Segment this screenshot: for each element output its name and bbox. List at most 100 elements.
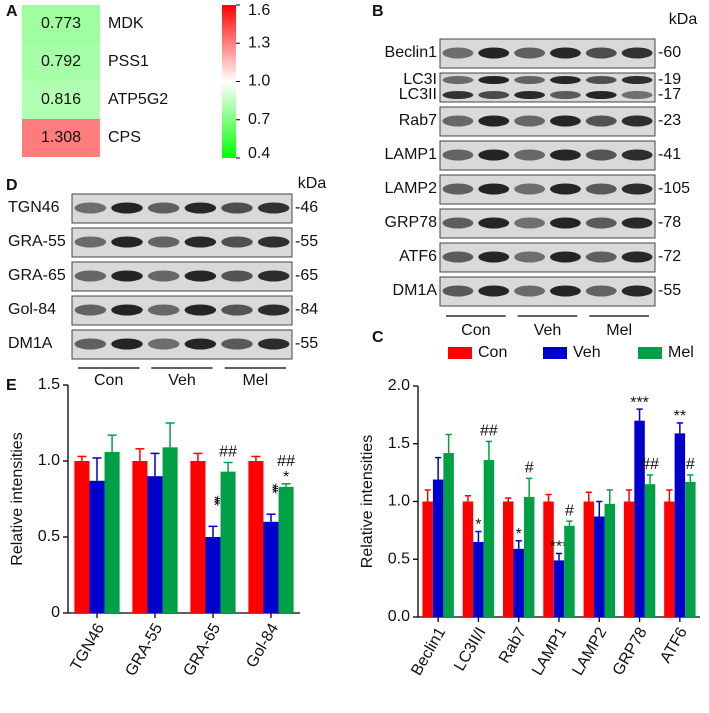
- blot-band: [184, 338, 217, 350]
- blot-band: [514, 47, 545, 59]
- blot-strip: [439, 208, 656, 239]
- bar: [543, 501, 554, 617]
- bar: [443, 452, 454, 617]
- bar: [604, 503, 615, 617]
- significance-stars: *: [283, 469, 289, 486]
- blot-strip: [439, 242, 656, 273]
- blot-band: [550, 76, 581, 84]
- bar: [523, 496, 535, 617]
- blot-band: [514, 91, 545, 99]
- blot-label: LAMP2: [385, 180, 438, 197]
- bar: [89, 480, 105, 613]
- cell-value: 0.773: [41, 15, 81, 32]
- bar: [162, 447, 178, 613]
- blot-band: [550, 149, 581, 161]
- blot-band: [111, 304, 143, 316]
- blot-band: [514, 149, 545, 161]
- blot-band: [514, 285, 545, 297]
- row-label: CPS: [108, 129, 141, 146]
- blot-band: [621, 91, 653, 99]
- blot-band: [478, 217, 510, 229]
- blot-band: [585, 91, 617, 99]
- bar: [553, 560, 565, 617]
- y-tick-label: 1.0: [388, 493, 410, 510]
- blot-band: [147, 338, 180, 350]
- blot-band: [221, 270, 253, 282]
- blot-band: [514, 251, 545, 263]
- kda-label: -23: [658, 112, 681, 129]
- blot-band: [585, 149, 617, 161]
- blot-label: DM1A: [8, 335, 53, 352]
- legend-swatch: [638, 347, 662, 359]
- blot-band: [74, 202, 107, 214]
- x-tick-label: LC3II/I: [451, 625, 489, 674]
- blot-band: [442, 76, 474, 84]
- colorbar-label: 1.6: [248, 2, 270, 19]
- y-tick-label: 0.5: [388, 550, 410, 567]
- blot-band: [514, 76, 545, 84]
- y-tick-label: 1.5: [388, 435, 410, 452]
- bar: [132, 461, 148, 613]
- blot-band: [221, 338, 253, 350]
- x-tick-label: LAMP1: [529, 625, 570, 679]
- blot-band: [585, 285, 617, 297]
- blot-label: Rab7: [399, 112, 437, 129]
- y-tick-label: 1.5: [38, 376, 60, 393]
- blot-label: Beclin1: [385, 44, 438, 61]
- bar: [220, 471, 236, 613]
- significance-stars: ***: [263, 483, 280, 493]
- blot-band: [442, 91, 474, 99]
- bar: [74, 461, 90, 613]
- heatmap-cell: [22, 81, 100, 119]
- heatmap-cell: [22, 43, 100, 81]
- kda-label: -65: [295, 267, 318, 284]
- significance-hashes: ##: [641, 456, 659, 473]
- blot-band: [478, 251, 510, 263]
- blot-band: [621, 217, 653, 229]
- blot-strip: [439, 106, 656, 137]
- significance-hashes: #: [565, 502, 574, 519]
- significance-stars: ***: [550, 539, 569, 556]
- blot-band: [621, 47, 653, 59]
- kda-label: -19: [658, 71, 681, 88]
- panel-letter: A: [6, 3, 18, 20]
- blot-band: [74, 236, 107, 248]
- blot-band: [550, 47, 581, 59]
- bar: [644, 484, 656, 617]
- blot-band: [111, 236, 143, 248]
- bar: [674, 433, 686, 617]
- kda-label: -105: [658, 180, 690, 197]
- blot-strip: [71, 329, 293, 360]
- blot-band: [74, 338, 107, 350]
- kda-label: -78: [658, 214, 681, 231]
- blot-band: [550, 115, 581, 127]
- blot-band: [184, 202, 217, 214]
- row-label: PSS1: [108, 53, 149, 70]
- kda-label: -55: [295, 335, 318, 352]
- blot-band: [585, 47, 617, 59]
- cell-value: 0.792: [41, 53, 81, 70]
- blot-band: [550, 183, 581, 195]
- bar: [583, 501, 595, 617]
- blot-band: [257, 304, 290, 316]
- x-tick-label: GRA-65: [180, 621, 224, 680]
- bar: [664, 501, 675, 617]
- blot-label: Gol-84: [8, 301, 56, 318]
- blot-strip: [439, 72, 656, 103]
- y-axis-label: Relative intensities: [9, 432, 26, 565]
- bar: [205, 537, 221, 613]
- colorbar: [222, 5, 236, 158]
- blot-band: [221, 202, 253, 214]
- kda-label: -17: [658, 86, 681, 103]
- blot-strip: [71, 227, 293, 258]
- blot-label: LAMP1: [385, 146, 438, 163]
- blot-band: [550, 217, 581, 229]
- blot-band: [478, 115, 510, 127]
- bar: [104, 451, 120, 613]
- x-tick-label: LAMP2: [569, 625, 610, 679]
- bar: [462, 501, 474, 617]
- blot-label: GRP78: [385, 214, 438, 231]
- heatmap-cell: [22, 119, 100, 157]
- blot-strip: [71, 261, 293, 292]
